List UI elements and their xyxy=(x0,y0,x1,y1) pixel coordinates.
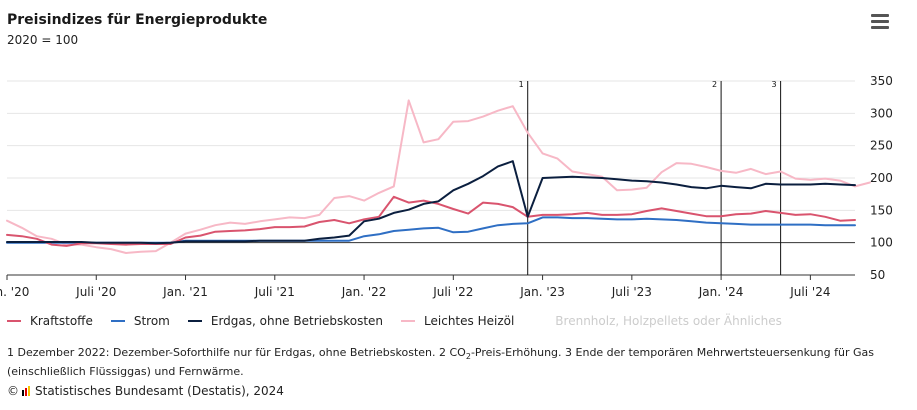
x-tick-label: Juli '24 xyxy=(789,285,830,299)
x-tick-label: Jan. '23 xyxy=(519,285,565,299)
y-tick-label-350: 350 xyxy=(870,74,893,88)
legend-item-2[interactable]: Erdgas, ohne Betriebskosten xyxy=(187,314,384,328)
x-tick-label: Jan. '22 xyxy=(341,285,387,299)
hamburger-menu-icon[interactable] xyxy=(871,14,889,30)
legend-label: Kraftstoffe xyxy=(30,314,93,328)
x-tick-label: Jan. '20 xyxy=(0,285,29,299)
legend-label: Brennholz, Holzpellets oder Ähnliches xyxy=(555,314,782,328)
annotation-label-3: 3 xyxy=(772,80,777,89)
menu-bar xyxy=(871,26,889,29)
legend-swatch xyxy=(187,320,202,322)
series-lines xyxy=(6,99,871,254)
legend-swatch xyxy=(532,320,547,322)
footnote-text-2: -Preis-Erhöhung. 3 Ende der temporären M… xyxy=(7,346,874,379)
legend-label: Leichtes Heizöl xyxy=(424,314,515,328)
legend-item-3[interactable]: Leichtes Heizöl xyxy=(401,314,514,328)
y-tick-label-200: 200 xyxy=(870,171,893,185)
legend-label: Erdgas, ohne Betriebskosten xyxy=(210,314,384,328)
x-tick-label: Jan. '24 xyxy=(698,285,744,299)
legend-swatch xyxy=(401,320,416,322)
y-tick-label-250: 250 xyxy=(870,139,893,153)
x-tick-label: Juli '20 xyxy=(75,285,116,299)
legend-item-4[interactable]: Brennholz, Holzpellets oder Ähnliches xyxy=(532,314,782,328)
x-tick-label: Juli '21 xyxy=(254,285,295,299)
series-line-kraftstoffe xyxy=(6,195,856,247)
line-chart: 1 2 3 50 100 150 200 250 300 350 Jan. '20 Juli '2… xyxy=(0,74,893,299)
footnote-text-1: 1 Dezember 2022: Dezember-Soforthilfe nu… xyxy=(7,346,466,359)
annotation-lines: 1 2 3 xyxy=(519,80,782,275)
series-line-leichtes-heiz-l xyxy=(6,99,871,254)
legend-label: Strom xyxy=(133,314,170,328)
x-tick-label: Jan. '21 xyxy=(162,285,208,299)
series-line-erdgas-ohne-betriebskosten xyxy=(6,160,856,245)
menu-bar xyxy=(871,14,889,17)
x-tick-label: Juli '23 xyxy=(611,285,652,299)
credits[interactable]: © Statistisches Bundesamt (Destatis), 20… xyxy=(7,384,284,398)
destatis-logo-icon xyxy=(22,386,32,396)
x-axis-ticks: Jan. '20 Juli '20 Jan. '21 Juli '21 Jan. '22… xyxy=(0,275,830,299)
credits-source: Statistisches Bundesamt (Destatis), 2024 xyxy=(35,384,284,398)
y-tick-label-100: 100 xyxy=(870,236,893,250)
footnote-subscript: 2 xyxy=(465,352,471,362)
legend-swatch xyxy=(110,320,125,322)
chart-subtitle: 2020 = 100 xyxy=(7,33,79,47)
x-tick-label: Juli '22 xyxy=(432,285,473,299)
menu-bar xyxy=(871,20,889,23)
legend-item-0[interactable]: Kraftstoffe xyxy=(7,314,93,328)
chart-legend: Kraftstoffe Strom Erdgas, ohne Betriebskos… xyxy=(7,314,800,328)
y-axis-ticks: 50 100 150 200 250 300 350 xyxy=(870,74,893,282)
series-line-strom xyxy=(6,216,856,244)
legend-swatch xyxy=(7,320,21,322)
y-tick-label-300: 300 xyxy=(870,106,893,120)
chart-title: Preisindizes für Energieprodukte xyxy=(7,12,268,28)
copyright-symbol: © xyxy=(7,384,19,398)
grid-lines xyxy=(7,80,855,276)
annotation-label-2: 2 xyxy=(712,80,717,89)
annotation-label-1: 1 xyxy=(519,80,524,89)
y-tick-label-50: 50 xyxy=(870,268,885,282)
y-tick-label-150: 150 xyxy=(870,203,893,217)
footnote: 1 Dezember 2022: Dezember-Soforthilfe nu… xyxy=(7,345,907,379)
legend-item-1[interactable]: Strom xyxy=(110,314,170,328)
